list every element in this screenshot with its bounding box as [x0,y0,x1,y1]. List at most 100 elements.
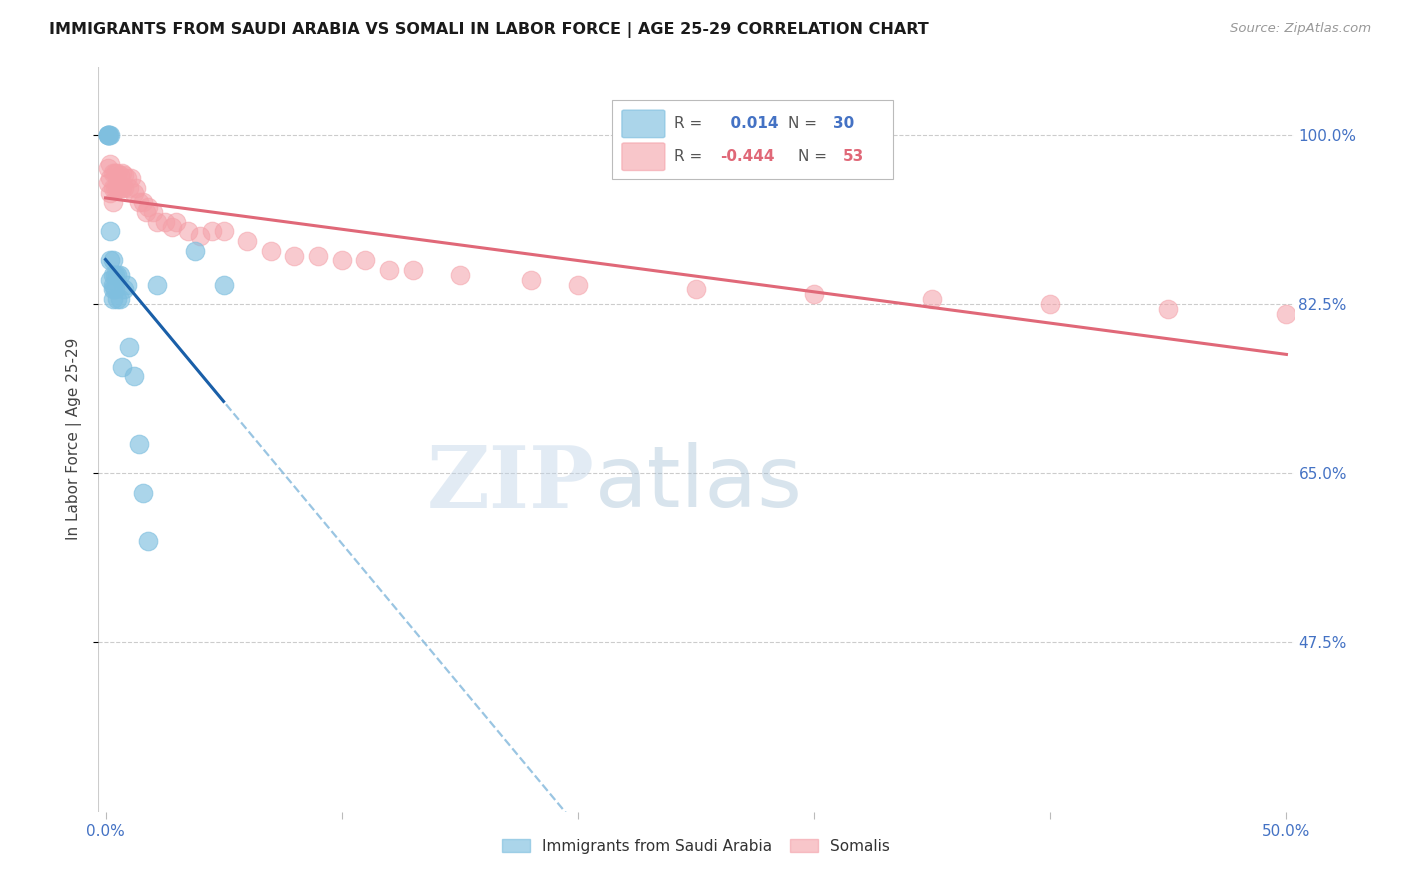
Point [260,244,283,258]
Point [101,166,124,180]
Point [104,268,127,282]
Text: Source: ZipAtlas.com: Source: ZipAtlas.com [1230,22,1371,36]
Point [184,244,207,258]
Text: R =: R = [675,116,703,131]
Text: -0.444: -0.444 [720,149,775,164]
Point [283,248,305,262]
Point [101,292,124,306]
Text: N =: N = [787,116,817,131]
Point [188,229,211,244]
Point [108,168,131,182]
Y-axis label: In Labor Force | Age 25-29: In Labor Force | Age 25-29 [66,338,82,541]
FancyBboxPatch shape [621,143,665,170]
Point [101,181,124,195]
Point [201,224,224,238]
Point [112,168,135,182]
Point [101,195,124,210]
Point [177,224,200,238]
Point [101,277,124,292]
Point [98,128,121,142]
Point [105,268,128,282]
Point [97,128,120,142]
Point [125,181,148,195]
Point [160,219,183,234]
Point [98,273,121,287]
Point [112,181,135,195]
FancyBboxPatch shape [621,110,665,137]
Text: 53: 53 [844,149,865,164]
Point [98,156,121,170]
Point [354,253,377,268]
Text: IMMIGRANTS FROM SAUDI ARABIA VS SOMALI IN LABOR FORCE | AGE 25-29 CORRELATION CH: IMMIGRANTS FROM SAUDI ARABIA VS SOMALI I… [49,22,929,38]
Point [236,234,259,248]
Point [98,224,121,238]
Point [803,287,825,301]
Point [108,181,131,195]
Text: ZIP: ZIP [426,442,595,526]
Text: 30: 30 [834,116,855,131]
Legend: Immigrants from Saudi Arabia, Somalis: Immigrants from Saudi Arabia, Somalis [496,832,896,860]
Point [567,277,589,292]
Text: R =: R = [675,149,703,164]
Point [146,277,169,292]
Point [98,128,121,142]
Point [118,340,141,354]
Point [101,282,124,296]
Point [104,282,127,296]
Point [105,166,128,180]
Point [136,200,159,214]
Point [146,215,169,229]
Point [122,186,145,200]
Point [212,224,235,238]
Point [378,263,401,277]
Point [111,166,134,180]
Point [101,253,124,268]
Point [136,533,159,548]
Point [97,128,120,142]
Point [1275,307,1298,321]
Point [307,248,329,262]
Point [112,282,135,296]
Point [165,215,187,229]
Point [105,181,128,195]
Text: atlas: atlas [595,442,803,525]
Point [111,359,134,374]
Point [101,268,124,282]
Point [108,268,131,282]
Point [115,277,138,292]
Point [105,292,128,306]
Point [132,485,155,500]
Point [122,369,145,384]
Point [98,171,121,186]
Point [104,181,127,195]
Point [98,253,121,268]
Point [108,292,131,306]
Point [115,171,138,186]
Point [104,166,127,180]
Point [401,263,423,277]
Point [118,181,141,195]
Point [212,277,235,292]
Point [449,268,471,282]
Point [121,171,143,186]
Point [330,253,353,268]
Point [153,215,176,229]
Point [685,282,707,296]
Point [142,205,165,219]
FancyBboxPatch shape [613,101,893,178]
Text: N =: N = [797,149,827,164]
Point [1039,297,1062,311]
Point [97,128,120,142]
Point [97,176,120,190]
Point [97,161,120,176]
Text: 0.014: 0.014 [720,116,779,131]
Point [111,181,134,195]
Point [128,195,150,210]
Point [132,195,155,210]
Point [519,273,541,287]
Point [135,205,157,219]
Point [1157,301,1180,316]
Point [128,437,150,451]
Point [921,292,943,306]
Point [98,186,121,200]
